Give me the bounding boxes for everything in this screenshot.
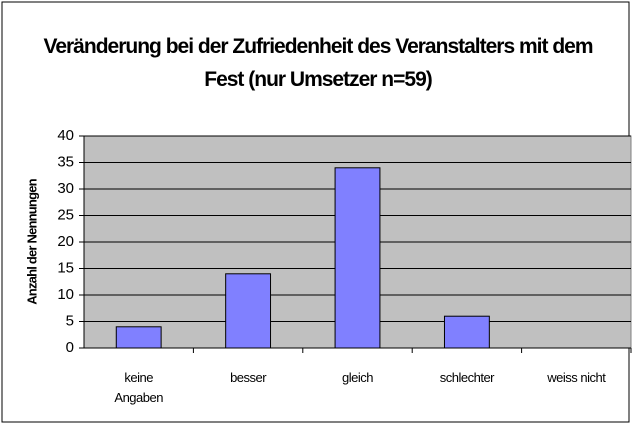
y-tick-label: 5 <box>66 312 74 329</box>
y-axis-label: Anzahl der Nennungen <box>24 178 39 304</box>
x-tick-label: weiss nicht <box>547 370 606 385</box>
x-tick-label: schlechter <box>439 370 495 385</box>
bar <box>334 167 381 349</box>
bar <box>115 326 162 349</box>
bar <box>225 273 272 349</box>
x-tick-label: besser <box>230 370 267 385</box>
x-tick-label: gleich <box>342 370 373 385</box>
y-tick-label: 35 <box>57 153 74 170</box>
bar <box>443 315 490 349</box>
y-tick-label: 30 <box>57 180 74 197</box>
y-tick-label: 25 <box>57 206 74 223</box>
y-tick-label: 0 <box>66 339 74 356</box>
y-tick-label: 40 <box>57 127 74 144</box>
y-tick-label: 15 <box>57 259 74 276</box>
chart-title: Veränderung bei der Zufriedenheit des Ve… <box>43 35 593 91</box>
x-tick-label: keine Angaben <box>114 370 163 405</box>
y-tick-label: 10 <box>57 286 74 303</box>
y-tick-label: 20 <box>57 233 74 250</box>
